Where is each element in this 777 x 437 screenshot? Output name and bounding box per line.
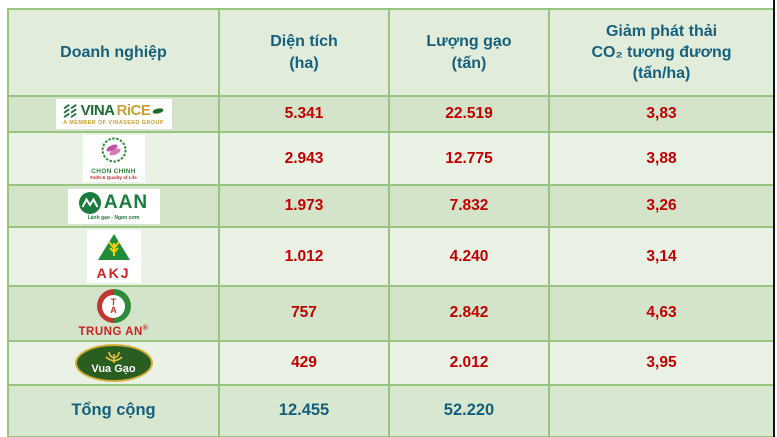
company-cell-trungan: T A TRUNG AN® <box>7 285 220 342</box>
table-row: CHON CHINH Faith & Quality of Life 2.943… <box>7 131 775 186</box>
table-header-row: Doanh nghiệp Diện tích (ha) Lượng gạo (t… <box>7 8 775 97</box>
trungan-logo: T A TRUNG AN® <box>79 289 149 338</box>
wheat-icon <box>104 351 123 363</box>
rice-sheaf-icon <box>63 103 77 118</box>
area-value: 5.341 <box>218 95 390 133</box>
mountain-circle-icon <box>78 191 101 214</box>
table-row: T A TRUNG AN® 757 2.842 4,63 <box>7 285 775 342</box>
table-row: AKJ 1.012 4.240 3,14 <box>7 226 775 287</box>
co2-value: 3,83 <box>548 95 775 133</box>
area-value: 429 <box>218 339 390 386</box>
company-cell-chonchinh: CHON CHINH Faith & Quality of Life <box>7 131 220 186</box>
company-cell-akj: AKJ <box>7 226 220 287</box>
vuagao-wordmark: Vua Gạo <box>91 362 136 375</box>
aan-tagline: Lành gạo - Ngon cơm <box>87 214 140 221</box>
footer-rice-total: 52.220 <box>388 383 550 437</box>
grain-leaf-icon <box>152 107 164 114</box>
rice-value: 12.775 <box>388 131 550 186</box>
laurel-grain-icon <box>101 137 126 163</box>
rice-value: 4.240 <box>388 226 550 287</box>
table-footer-row: Tổng cộng 12.455 52.220 <box>7 383 775 437</box>
trungan-wordmark: TRUNG AN® <box>78 325 149 338</box>
footer-area-total: 12.455 <box>218 383 390 437</box>
vinarice-wordmark-rice: RiCE <box>116 102 151 119</box>
co2-value: 3,26 <box>548 184 775 228</box>
chonchinh-wordmark: CHON CHINH <box>91 168 136 175</box>
co2-value: 3,14 <box>548 226 775 287</box>
trungan-monogram-t: T <box>110 297 117 307</box>
rice-value: 22.519 <box>388 95 550 133</box>
gear-ring-icon: T A <box>96 289 131 323</box>
table-row: AAN Lành gạo - Ngon cơm 1.973 7.832 3,26 <box>7 184 775 228</box>
akj-logo: AKJ <box>86 230 141 283</box>
co2-value: 3,95 <box>548 339 775 386</box>
footer-label: Tổng cộng <box>7 383 220 437</box>
area-value: 1.973 <box>218 184 390 228</box>
company-cell-vuagao: Vua Gạo <box>7 339 220 386</box>
rice-value: 7.832 <box>388 184 550 228</box>
vinarice-tagline: A MEMBER OF VINASEED GROUP <box>63 120 164 126</box>
vinarice-wordmark-vina: VINA <box>80 102 115 119</box>
table-row: Vua Gạo 429 2.012 3,95 <box>7 339 775 386</box>
company-cell-vinarice: VINA RiCE A MEMBER OF VINASEED GROUP <box>7 95 220 133</box>
vuagao-logo: Vua Gạo <box>74 343 153 382</box>
emission-report-table: Doanh nghiệp Diện tích (ha) Lượng gạo (t… <box>7 8 775 437</box>
co2-value: 3,88 <box>548 131 775 186</box>
aan-logo: AAN Lành gạo - Ngon cơm <box>67 188 160 224</box>
registered-mark: ® <box>142 325 149 332</box>
vinarice-logo: VINA RiCE A MEMBER OF VINASEED GROUP <box>55 99 172 129</box>
rice-value: 2.842 <box>388 285 550 342</box>
triangle-sprout-icon <box>97 234 130 260</box>
rice-value: 2.012 <box>388 339 550 386</box>
footer-co2-empty <box>548 383 775 437</box>
akj-wordmark: AKJ <box>96 265 131 281</box>
trungan-monogram-a: A <box>110 305 117 315</box>
table-row: VINA RiCE A MEMBER OF VINASEED GROUP 5.34… <box>7 95 775 133</box>
aan-wordmark: AAN <box>103 192 149 213</box>
area-value: 2.943 <box>218 131 390 186</box>
chonchinh-tagline: Faith & Quality of Life <box>90 175 137 180</box>
header-company: Doanh nghiệp <box>7 8 220 97</box>
co2-value: 4,63 <box>548 285 775 342</box>
header-co2: Giảm phát thải CO₂ tương đương (tấn/ha) <box>548 8 775 97</box>
slide-edge-line <box>773 0 775 437</box>
area-value: 1.012 <box>218 226 390 287</box>
company-cell-aan: AAN Lành gạo - Ngon cơm <box>7 184 220 228</box>
area-value: 757 <box>218 285 390 342</box>
header-area: Diện tích (ha) <box>218 8 390 97</box>
chonchinh-logo: CHON CHINH Faith & Quality of Life <box>82 135 145 182</box>
header-rice: Lượng gạo (tấn) <box>388 8 550 97</box>
